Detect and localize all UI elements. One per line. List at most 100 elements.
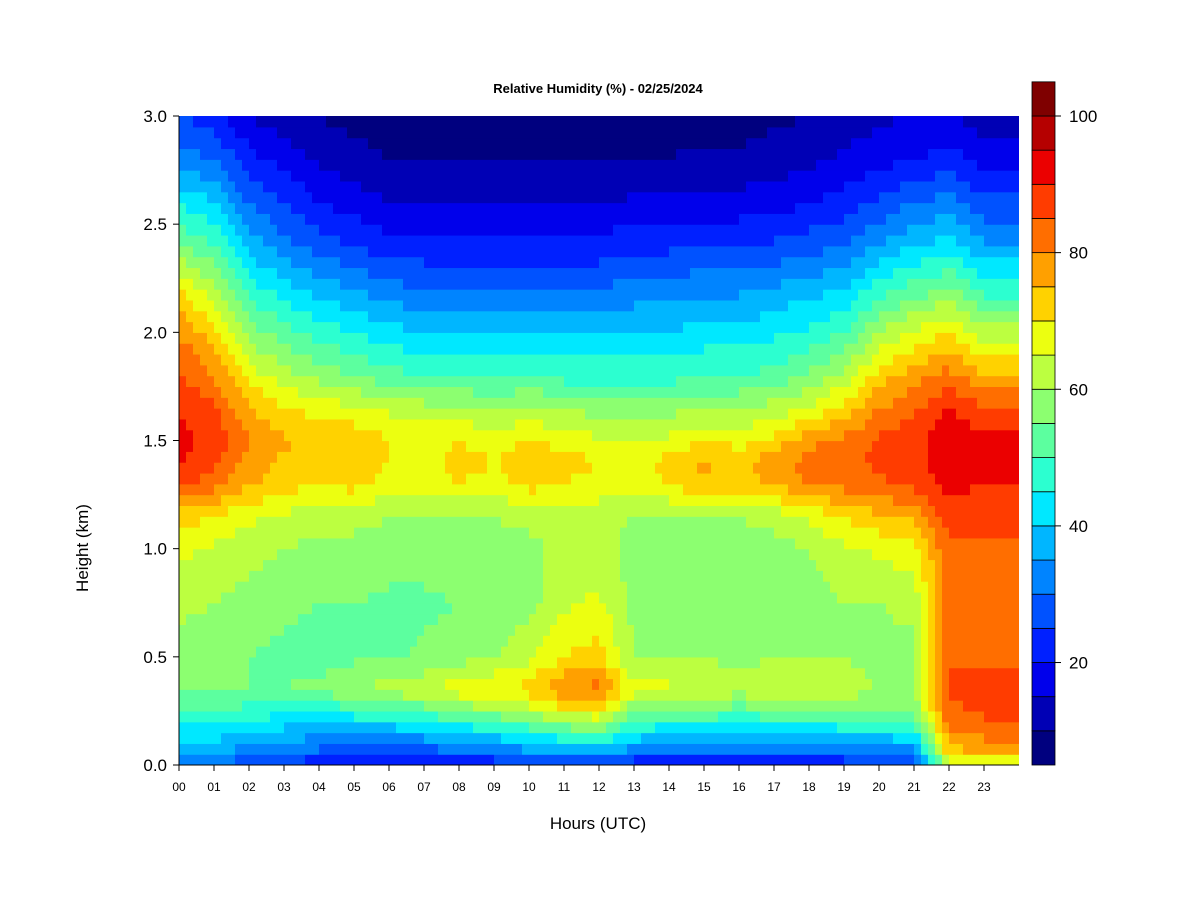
heatmap-cell: [207, 451, 215, 463]
heatmap-cell: [704, 570, 712, 582]
heatmap-cell: [466, 516, 474, 528]
heatmap-cell: [424, 451, 432, 463]
heatmap-cell: [354, 299, 362, 312]
heatmap-cell: [298, 667, 306, 680]
heatmap-cell: [326, 494, 334, 506]
heatmap-cell: [739, 743, 747, 755]
heatmap-cell: [613, 397, 621, 409]
heatmap-cell: [263, 559, 271, 571]
heatmap-cell: [690, 537, 698, 550]
heatmap-cell: [592, 191, 600, 204]
heatmap-cell: [627, 343, 635, 355]
heatmap-cell: [508, 116, 516, 128]
heatmap-cell: [732, 148, 740, 160]
heatmap-cell: [319, 537, 327, 550]
heatmap-cell: [347, 721, 355, 734]
heatmap-cell: [375, 505, 383, 517]
heatmap-cell: [508, 505, 516, 517]
heatmap-cell: [676, 689, 684, 701]
heatmap-cell: [641, 245, 649, 258]
heatmap-cell: [655, 321, 663, 333]
heatmap-cell: [480, 613, 488, 625]
heatmap-cell: [417, 689, 425, 701]
heatmap-cell: [746, 375, 754, 388]
heatmap-cell: [515, 321, 523, 333]
heatmap-cell: [410, 743, 418, 755]
heatmap-cell: [480, 483, 488, 496]
heatmap-cell: [753, 116, 761, 128]
heatmap-cell: [501, 667, 509, 680]
heatmap-cell: [473, 364, 481, 377]
heatmap-cell: [207, 191, 215, 204]
heatmap-cell: [704, 646, 712, 658]
heatmap-cell: [214, 743, 222, 755]
heatmap-cell: [557, 353, 565, 366]
heatmap-cell: [284, 451, 292, 463]
heatmap-cell: [333, 440, 341, 452]
heatmap-cell: [291, 591, 299, 604]
heatmap-cell: [725, 278, 733, 290]
heatmap-cell: [508, 581, 516, 593]
heatmap-cell: [578, 516, 586, 528]
heatmap-cell: [326, 386, 334, 398]
heatmap-cell: [179, 581, 187, 593]
heatmap-cell: [452, 234, 460, 247]
heatmap-cell: [347, 624, 355, 636]
heatmap-cell: [403, 170, 411, 182]
heatmap-cell: [669, 462, 677, 474]
heatmap-cell: [431, 635, 439, 647]
heatmap-cell: [200, 635, 208, 647]
heatmap-cell: [312, 321, 320, 333]
heatmap-cell: [508, 754, 516, 765]
heatmap-cell: [417, 408, 425, 420]
heatmap-cell: [179, 667, 187, 680]
heatmap-cell: [403, 613, 411, 625]
heatmap-cell: [655, 332, 663, 344]
heatmap-cell: [753, 743, 761, 755]
heatmap-cell: [634, 743, 642, 755]
heatmap-cell: [683, 591, 691, 604]
heatmap-cell: [599, 180, 607, 193]
heatmap-cell: [725, 721, 733, 734]
heatmap-cell: [655, 440, 663, 452]
heatmap-cell: [242, 483, 250, 496]
heatmap-cell: [228, 321, 236, 333]
heatmap-cell: [648, 126, 656, 139]
heatmap-cell: [599, 646, 607, 658]
heatmap-cell: [277, 505, 285, 517]
heatmap-cell: [382, 505, 390, 517]
heatmap-cell: [711, 321, 719, 333]
heatmap-cell: [501, 494, 509, 506]
heatmap-cell: [333, 689, 341, 701]
heatmap-cell: [718, 191, 726, 204]
heatmap-cell: [676, 472, 684, 485]
heatmap-cell: [501, 689, 509, 701]
heatmap-cell: [291, 732, 299, 744]
heatmap-cell: [179, 613, 187, 625]
heatmap-cell: [655, 137, 663, 150]
heatmap-cell: [445, 505, 453, 517]
heatmap-cell: [480, 732, 488, 744]
heatmap-cell: [480, 343, 488, 355]
heatmap-cell: [473, 462, 481, 474]
heatmap-cell: [683, 116, 691, 128]
heatmap-cell: [340, 245, 348, 258]
heatmap-cell: [452, 537, 460, 550]
heatmap-cell: [417, 483, 425, 496]
heatmap-cell: [655, 267, 663, 279]
heatmap-cell: [277, 483, 285, 496]
heatmap-cell: [333, 462, 341, 474]
heatmap-cell: [676, 343, 684, 355]
heatmap-cell: [711, 180, 719, 193]
heatmap-cell: [571, 678, 579, 690]
heatmap-cell: [249, 202, 257, 214]
heatmap-cell: [207, 386, 215, 398]
heatmap-cell: [753, 267, 761, 279]
heatmap-cell: [578, 570, 586, 582]
heatmap-cell: [690, 548, 698, 561]
heatmap-cell: [207, 137, 215, 150]
heatmap-cell: [319, 116, 327, 128]
heatmap-cell: [466, 289, 474, 301]
heatmap-cell: [571, 245, 579, 258]
heatmap-cell: [550, 116, 558, 128]
